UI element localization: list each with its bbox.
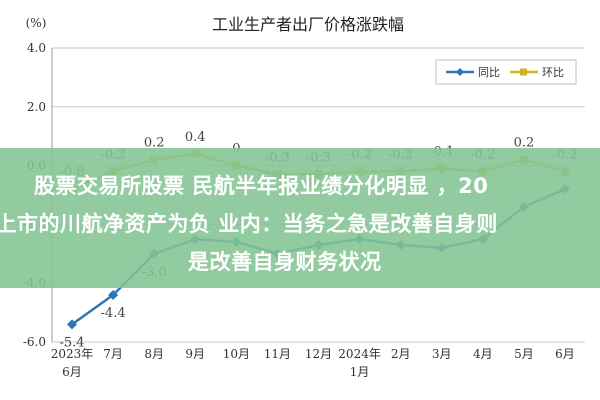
x-tick-layer: 2023年 6月 7月 8月 9月 10月 11月 12月 2024年 1月 2月 3月 4月 5月 6月 xyxy=(51,347,575,379)
data-label: 0.2 xyxy=(144,136,165,151)
banner-headline-line-1[interactable]: 股票交易所股票 民航半年报业绩分化明显 ，20 xyxy=(34,174,489,198)
legend-label: 环比 xyxy=(542,66,564,79)
legend: 同比 环比 xyxy=(435,59,577,85)
x-tick-label: 5月 xyxy=(514,347,534,361)
chart-title: 工业生产者出厂价格涨跌幅 xyxy=(212,15,404,34)
y-axis-unit: (%) xyxy=(26,16,47,30)
x-tick-label: 12月 xyxy=(305,347,332,361)
y-tick-label: -6.0 xyxy=(23,335,46,349)
legend-swatch-marker xyxy=(520,68,527,76)
x-tick-label: 7月 xyxy=(103,347,123,361)
data-label: -5.4 xyxy=(59,335,84,350)
banner-headline-line-3[interactable]: 是改善自身财务状况 xyxy=(188,250,382,274)
x-tick-label: 10月 xyxy=(223,347,250,361)
x-tick-label: 6月 xyxy=(555,347,575,361)
legend-swatch-marker xyxy=(456,68,464,76)
banner-headline-line-2[interactable]: 备上市的川航净资产为负 业内：当务之急是改善自身则 xyxy=(0,212,498,236)
series-point xyxy=(108,289,119,300)
x-tick-label: 2023年 6月 xyxy=(51,347,94,379)
x-tick-label: 9月 xyxy=(185,347,205,361)
y-tick-label: 4.0 xyxy=(27,41,46,55)
data-label: -4.4 xyxy=(101,306,126,321)
series-point xyxy=(67,319,77,330)
data-label: 0.2 xyxy=(514,136,535,151)
legend-label: 同比 xyxy=(478,66,500,79)
x-tick-label: 2月 xyxy=(391,347,411,361)
x-tick-label: 11月 xyxy=(264,347,291,361)
y-tick-label: 2.0 xyxy=(27,100,46,114)
x-tick-label: 2024年 1月 xyxy=(338,347,381,379)
x-tick-label: 3月 xyxy=(432,347,452,361)
news-overlay-banner[interactable]: 股票交易所股票 民航半年报业绩分化明显 ，20 备上市的川航净资产为负 业内：当… xyxy=(0,148,600,288)
data-label: 0.4 xyxy=(185,130,206,145)
x-tick-label: 4月 xyxy=(473,347,493,361)
x-tick-label: 8月 xyxy=(144,347,164,361)
